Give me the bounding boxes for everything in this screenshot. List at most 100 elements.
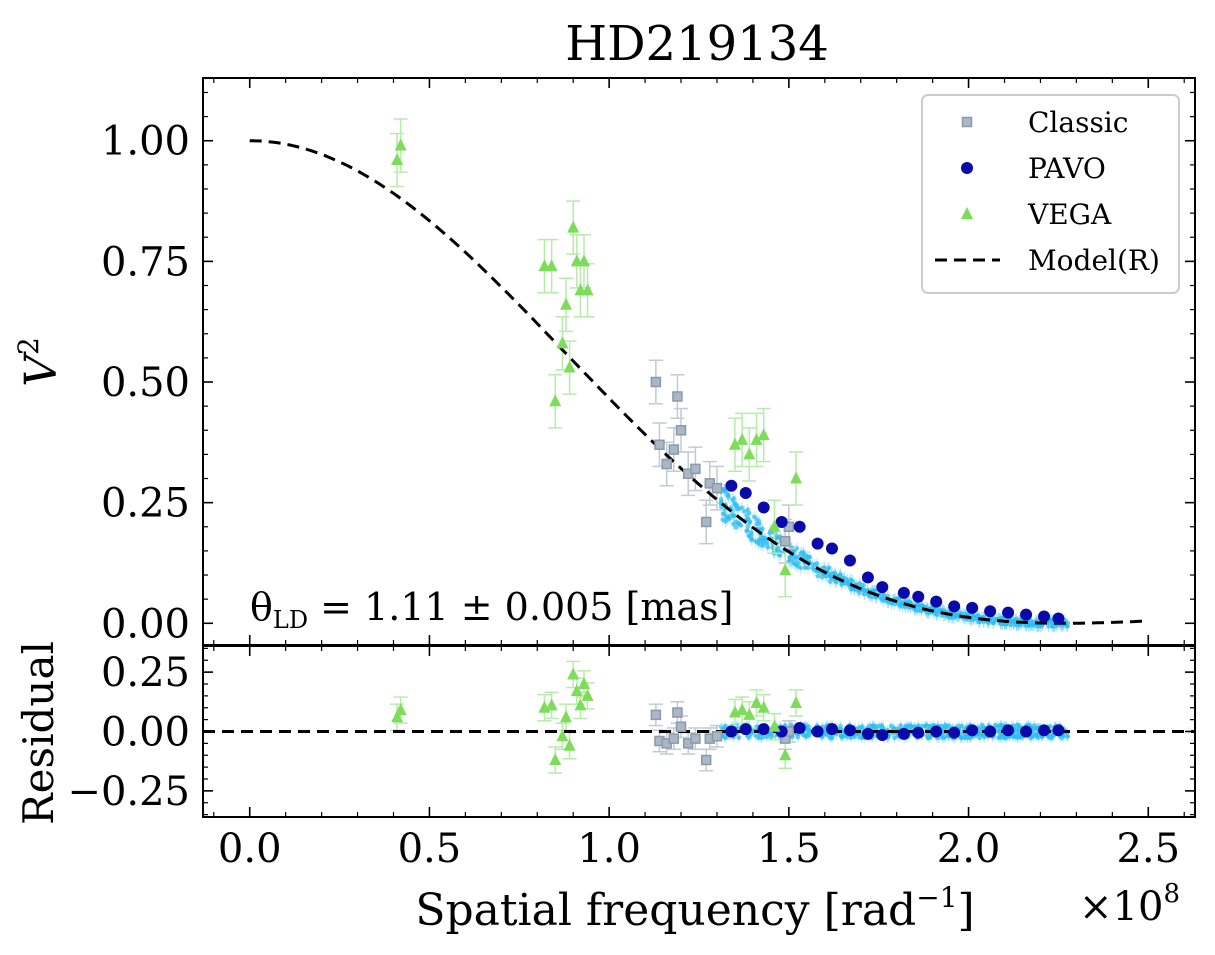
y-tick-label: 0.25 — [101, 481, 190, 527]
pavo-raw-residual-point — [1014, 727, 1019, 733]
vega-point — [394, 138, 407, 151]
pavo-residual-point — [1052, 724, 1065, 737]
pavo-raw-point — [936, 608, 941, 614]
vega-residual-point — [779, 748, 792, 761]
classic-residual-point — [711, 731, 723, 742]
y-tick-label: 0.50 — [101, 360, 190, 406]
vega-residual-point — [757, 700, 770, 713]
pavo-point — [897, 586, 910, 599]
pavo-raw-residual-point — [996, 735, 1001, 740]
pavo-raw-point — [763, 536, 769, 541]
pavo-point — [1052, 612, 1065, 625]
pavo-raw-residual-point — [802, 733, 808, 738]
classic-point — [661, 458, 672, 470]
pavo-raw-point — [838, 573, 843, 579]
pavo-raw-residual-point — [903, 724, 908, 729]
pavo-residual-point — [897, 727, 910, 740]
legend-classic-marker — [961, 116, 973, 128]
pavo-point — [1038, 610, 1051, 623]
pavo-residual-point — [912, 726, 925, 739]
pavo-raw-point — [906, 599, 912, 605]
pavo-raw-point — [1028, 621, 1034, 627]
pavo-raw-point — [736, 521, 741, 526]
pavo-raw-point — [990, 620, 996, 626]
legend-vega-label: VEGA — [1027, 198, 1112, 231]
pavo-raw-point — [721, 487, 727, 492]
legend: Classic PAVO VEGA Model(R) — [921, 94, 1180, 294]
pavo-residual-point — [966, 724, 979, 737]
vega-point — [545, 259, 558, 272]
vega-point — [581, 283, 594, 296]
vega-point — [563, 360, 576, 373]
pavo-residual-point — [1002, 724, 1015, 737]
model-curve — [249, 139, 1149, 625]
vega-point — [549, 394, 562, 407]
classic-point — [668, 444, 680, 455]
pavo-point — [1002, 606, 1015, 619]
pavo-raw-residual-point — [892, 735, 897, 741]
classic-point — [711, 482, 723, 494]
pavo-point — [876, 581, 889, 594]
vega-point — [750, 432, 763, 445]
pavo-raw-residual-point — [1014, 734, 1020, 739]
pavo-raw-point — [741, 509, 747, 514]
pavo-point — [793, 520, 806, 533]
vega-point — [391, 153, 404, 166]
pavo-raw-residual-point — [927, 735, 933, 740]
residual-tick-label: −0.25 — [67, 769, 190, 815]
vega-residual-point — [549, 753, 562, 765]
residual-tick-label: 0.00 — [101, 710, 190, 756]
pavo-residual-point — [948, 726, 961, 739]
pavo-raw-point — [756, 541, 761, 546]
pavo-raw-point — [856, 581, 862, 586]
vega-residual-point — [750, 696, 763, 708]
pavo-raw-point — [739, 505, 745, 510]
legend-classic-label: Classic — [1028, 106, 1128, 139]
pavo-residual-point — [843, 724, 856, 737]
x-tick-label: 2.0 — [937, 826, 1001, 872]
x-tick-label: 0.0 — [218, 826, 282, 872]
pavo-raw-residual-point — [941, 725, 947, 731]
pavo-raw-point — [795, 563, 801, 569]
pavo-raw-point — [814, 561, 820, 566]
pavo-residual-point — [1020, 725, 1033, 738]
vega-point — [743, 447, 756, 460]
pavo-raw-point — [749, 537, 755, 543]
vega-residual-point — [574, 698, 587, 711]
y-tick-label: 1.00 — [101, 119, 190, 165]
classic-residual-point — [690, 733, 701, 744]
pavo-raw-point — [1037, 623, 1042, 628]
pavo-raw-residual-point — [860, 724, 865, 729]
pavo-raw-point — [839, 582, 844, 587]
pavo-residual-point — [861, 727, 874, 740]
pavo-point — [912, 590, 925, 603]
pavo-point — [930, 595, 943, 608]
y-tick-label: 0.75 — [101, 239, 190, 285]
chart-title: HD219134 — [565, 16, 829, 72]
pavo-raw-point — [765, 544, 771, 550]
pavo-raw-cloud — [718, 482, 1071, 633]
legend-model-r-label: Model(R) — [1028, 244, 1160, 277]
vega-point — [757, 428, 770, 441]
pavo-raw-residual-point — [906, 724, 912, 729]
vega-residual-point — [560, 710, 573, 723]
pavo-raw-point — [897, 603, 902, 608]
vega-residual-point — [570, 684, 583, 697]
legend-box — [921, 94, 1180, 294]
residual-tick-label: 0.25 — [101, 650, 190, 696]
annotation-theta: θLD = 1.11 ± 0.005 [mas] — [250, 585, 733, 634]
vega-point — [567, 220, 580, 233]
vega-residual-point — [567, 667, 580, 680]
x-tick-label: 0.5 — [398, 826, 462, 872]
pavo-raw-residual-point — [736, 735, 742, 740]
y-tick-label: 0.00 — [101, 601, 190, 647]
pavo-residual-point — [984, 725, 997, 738]
pavo-raw-residual-point — [764, 734, 770, 740]
pavo-residual-point — [825, 723, 838, 736]
vega-residual-point — [581, 688, 594, 701]
pavo-raw-residual-point — [829, 735, 835, 741]
classic-point — [780, 536, 791, 547]
pavo-raw-point — [774, 535, 779, 541]
pavo-raw-point — [879, 596, 885, 602]
pavo-raw-residual-point — [1029, 734, 1035, 740]
